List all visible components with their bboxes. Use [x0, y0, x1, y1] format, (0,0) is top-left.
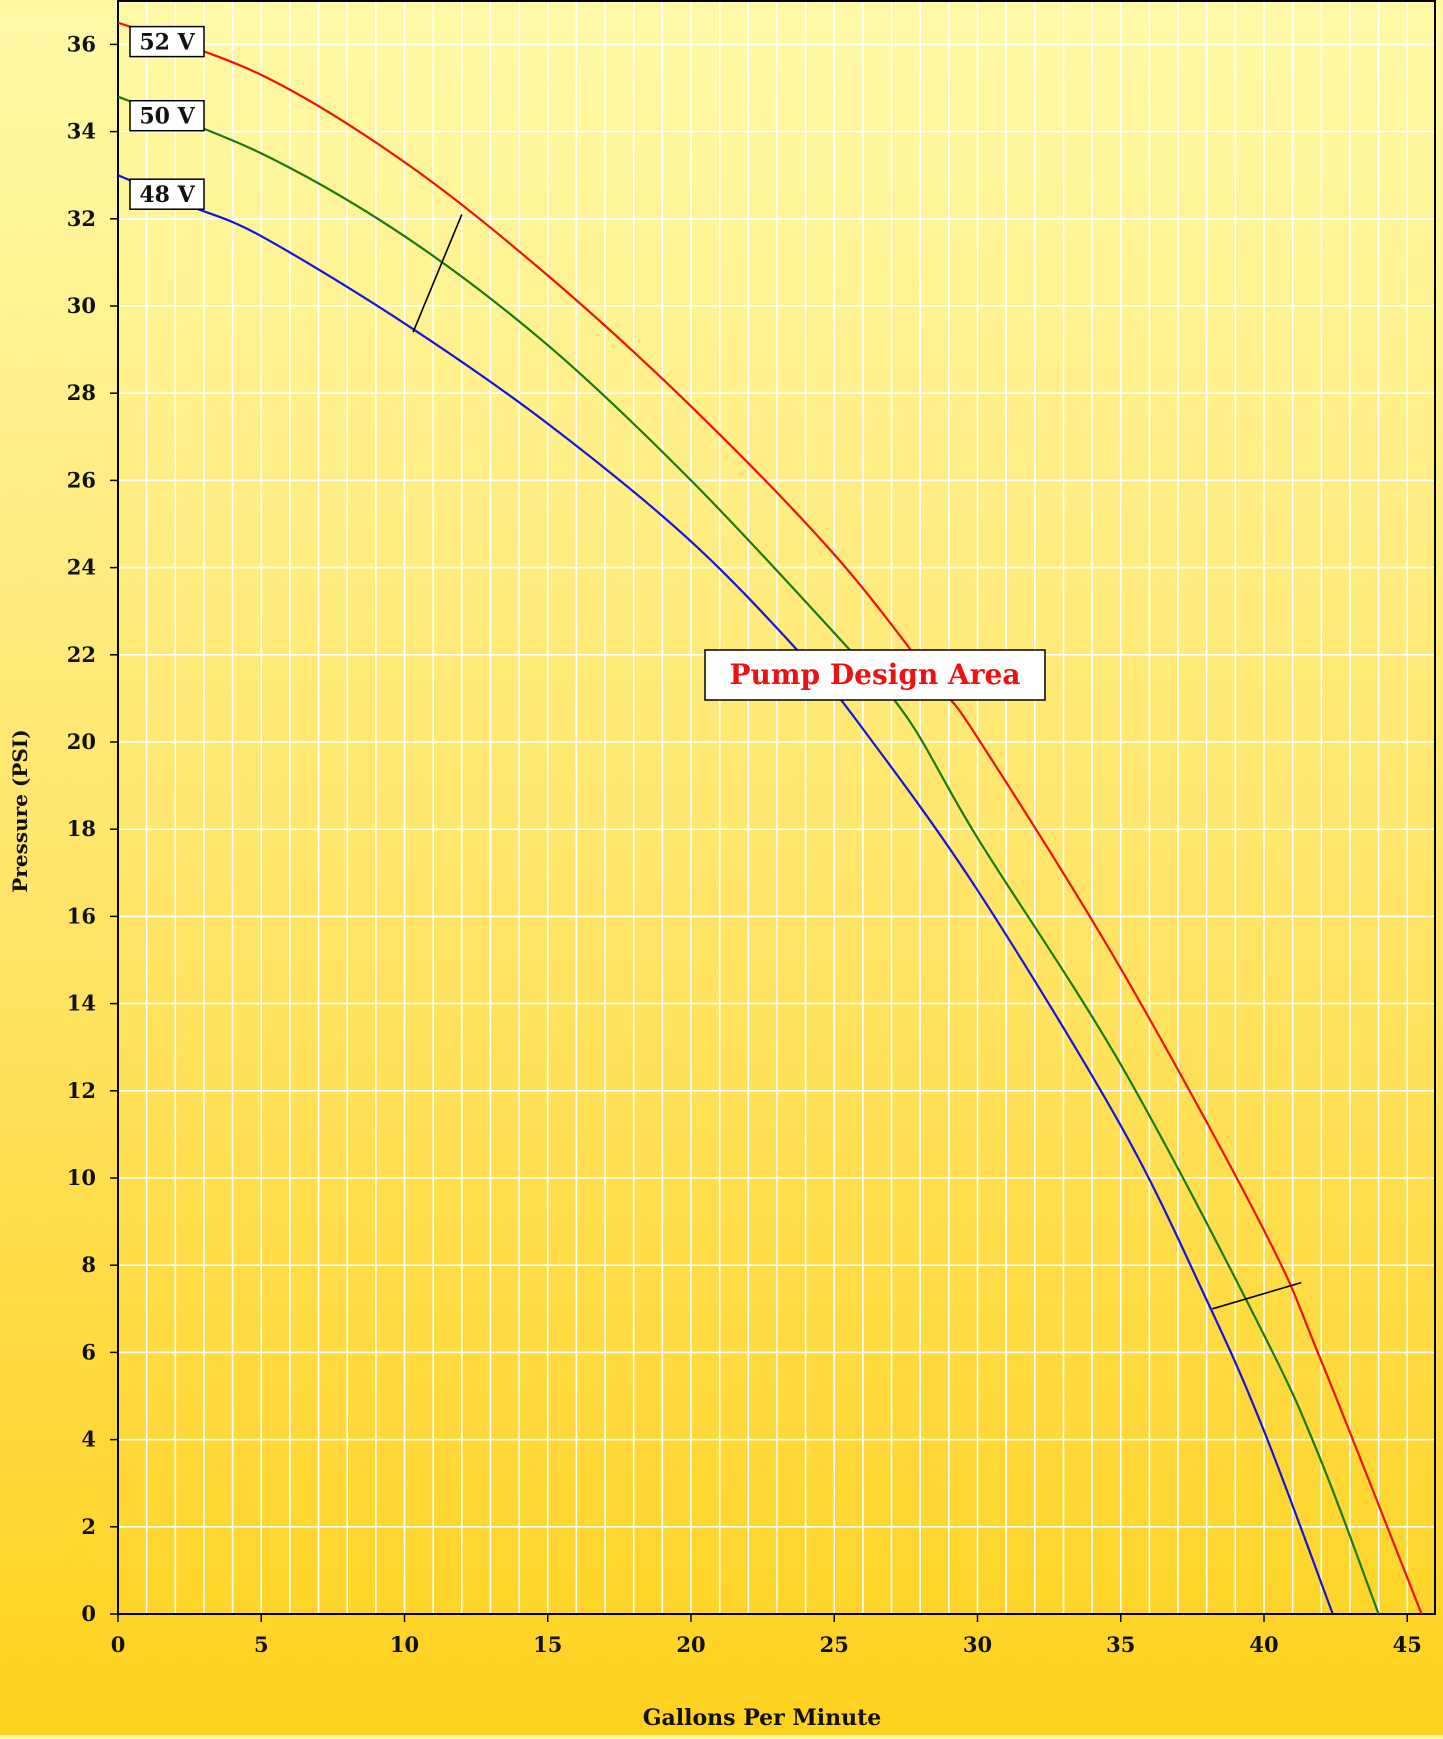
y-tick-label: 14 [67, 991, 96, 1016]
y-tick-label: 16 [67, 903, 96, 928]
y-tick-label: 18 [67, 816, 96, 841]
design-area-label-text: Pump Design Area [730, 658, 1021, 691]
y-tick-label: 10 [67, 1165, 96, 1190]
y-tick-label: 30 [67, 293, 96, 318]
x-tick-label: 25 [820, 1632, 849, 1657]
series-line-52v [117, 21, 1423, 1615]
x-tick-label: 0 [111, 1632, 126, 1657]
series-label-52v: 52 V [129, 25, 205, 58]
y-tick-label: 20 [67, 729, 96, 754]
x-tick-label: 15 [533, 1632, 562, 1657]
series-label-box [129, 99, 205, 132]
design-area-label-box [704, 649, 1046, 701]
series-label-text: 52 V [139, 30, 195, 56]
y-tick-label: 24 [67, 555, 96, 580]
y-tick-label: 8 [81, 1252, 96, 1277]
y-tick-label: 12 [67, 1078, 96, 1103]
series-label-text: 50 V [139, 104, 195, 130]
x-tick-label: 35 [1106, 1632, 1135, 1657]
series-label-box [129, 178, 205, 210]
series-label-50v: 50 V [129, 99, 205, 132]
series-label-text: 48 V [139, 182, 195, 208]
series-label-box [129, 25, 205, 58]
y-tick-label: 32 [67, 206, 96, 231]
y-tick-label: 2 [81, 1514, 96, 1539]
series-line-48v [117, 174, 1334, 1615]
y-tick-label: 26 [67, 467, 96, 492]
y-tick-label: 0 [81, 1601, 96, 1626]
series-lines [117, 21, 1423, 1615]
x-tick-label: 20 [676, 1632, 705, 1657]
series-labels: 52 V 50 V 48 V [129, 25, 205, 210]
x-tick-label: 30 [963, 1632, 992, 1657]
y-tick-label: 22 [67, 642, 96, 667]
axis-tick-labels: 0 5 10 15 20 25 30 35 40 450246810121416182022242… [67, 31, 1422, 1657]
x-axis-title: Gallons Per Minute [643, 1705, 882, 1731]
design-area-label: Pump Design Area [704, 649, 1046, 701]
y-tick-label: 28 [67, 380, 96, 405]
x-tick-label: 10 [390, 1632, 419, 1657]
x-tick-label: 45 [1393, 1632, 1422, 1657]
x-tick-label: 5 [254, 1632, 269, 1657]
design-area-lower-line [1212, 1281, 1302, 1310]
annotations: Pump Design Area [412, 214, 1302, 1310]
x-tick-label: 40 [1249, 1632, 1278, 1657]
design-area-upper-line [412, 214, 463, 333]
series-label-48v: 48 V [129, 178, 205, 210]
plot-border [117, 0, 1436, 1615]
y-tick-label: 4 [81, 1427, 96, 1452]
plot-frame [117, 0, 1436, 1615]
y-tick-label: 6 [81, 1339, 96, 1364]
y-tick-label: 36 [67, 31, 96, 56]
y-tick-label: 34 [67, 119, 96, 144]
grid-lines [118, 0, 1435, 1614]
y-axis-title: Pressure (PSI) [8, 729, 32, 892]
